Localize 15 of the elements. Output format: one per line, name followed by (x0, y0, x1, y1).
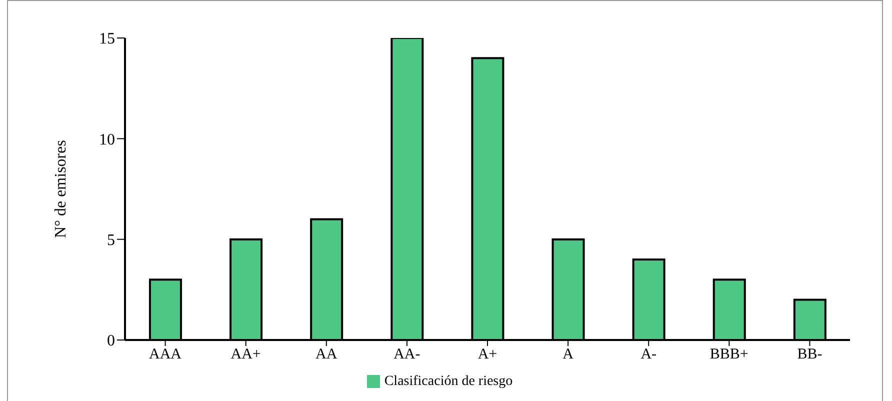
y-tick-label: 5 (107, 232, 115, 250)
x-tick-label: A- (640, 346, 657, 363)
x-tick-label: BBB+ (710, 346, 748, 363)
y-tick-label: 15 (99, 30, 115, 48)
x-tick-label: AA- (394, 346, 420, 363)
x-tick-label: AAA (149, 346, 182, 363)
x-tick-label: AA+ (230, 346, 261, 363)
legend-label: Clasificación de riesgo (384, 374, 513, 389)
x-tick-label: BB- (797, 346, 822, 363)
y-tick-label: 0 (107, 332, 115, 350)
x-tick-label: A (562, 346, 574, 363)
y-axis-title: N° de emisores (52, 140, 70, 238)
x-tick-label: AA (316, 346, 338, 363)
y-tick-label: 10 (99, 131, 115, 148)
x-tick-label: A+ (478, 346, 498, 363)
